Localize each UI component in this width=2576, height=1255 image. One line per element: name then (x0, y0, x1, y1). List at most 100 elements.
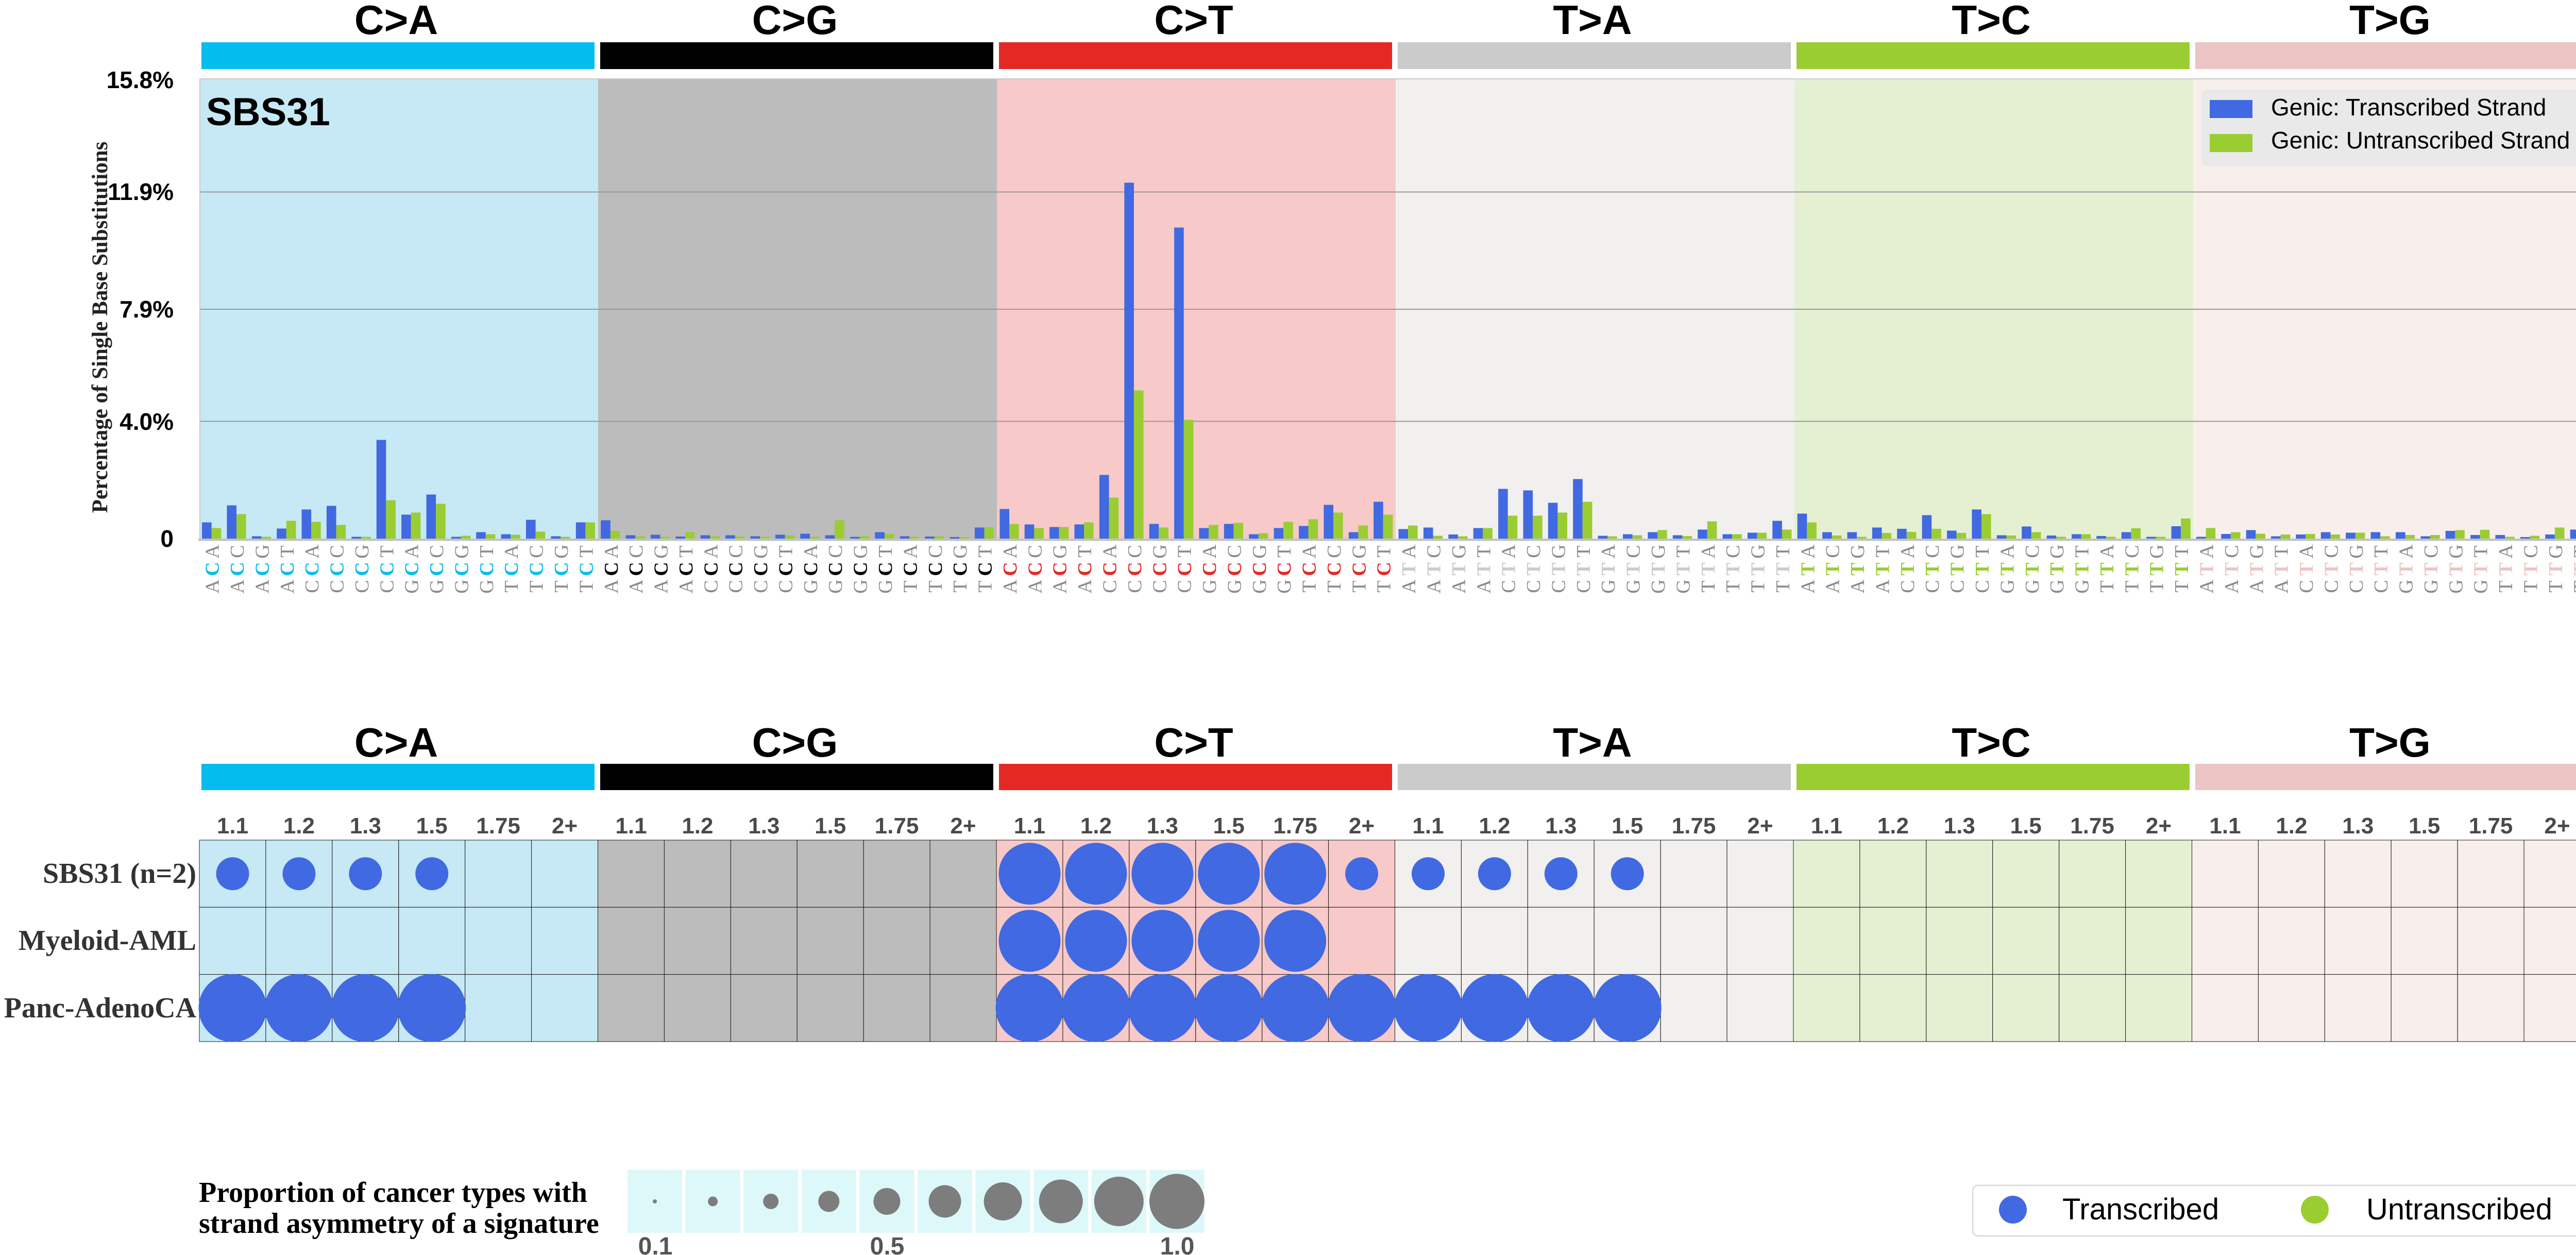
svg-text:T: T (1922, 562, 1943, 575)
svg-text:C: C (651, 562, 672, 576)
svg-text:1.75: 1.75 (1273, 813, 1317, 839)
svg-text:C: C (1099, 562, 1121, 576)
svg-text:A: A (202, 544, 224, 559)
svg-text:C: C (426, 545, 448, 558)
svg-text:T: T (1473, 562, 1495, 575)
svg-text:G: G (1648, 544, 1669, 558)
svg-text:G: G (2046, 579, 2068, 593)
svg-text:T>G: T>G (2349, 719, 2431, 765)
svg-text:A: A (1797, 544, 1819, 559)
svg-text:T: T (1672, 562, 1694, 575)
svg-text:C: C (327, 562, 348, 576)
svg-text:G: G (1274, 579, 1295, 593)
svg-text:C: C (775, 562, 797, 576)
svg-text:T: T (1648, 562, 1669, 575)
svg-text:1.5: 1.5 (2010, 813, 2042, 839)
svg-text:G: G (1847, 544, 1869, 558)
svg-text:C: C (1922, 545, 1943, 558)
svg-text:C: C (1099, 580, 1121, 593)
svg-text:C: C (1249, 562, 1270, 576)
svg-text:T: T (675, 545, 697, 557)
svg-text:C: C (1722, 545, 1744, 558)
svg-text:C: C (900, 562, 921, 576)
svg-text:C: C (1299, 562, 1320, 576)
svg-text:C>T: C>T (1154, 0, 1233, 43)
svg-text:T: T (1598, 562, 1619, 575)
svg-text:C: C (1124, 562, 1146, 576)
svg-text:T: T (900, 580, 921, 592)
svg-text:G: G (1648, 579, 1669, 593)
svg-text:G: G (2470, 579, 2492, 593)
svg-text:1.1: 1.1 (217, 813, 248, 839)
svg-text:G: G (1548, 544, 1569, 558)
svg-text:T: T (1623, 562, 1645, 575)
svg-text:C: C (725, 580, 747, 593)
svg-text:G: G (401, 579, 423, 593)
svg-text:C: C (2320, 545, 2342, 558)
svg-text:T: T (2271, 545, 2293, 557)
svg-text:1.2: 1.2 (283, 813, 315, 839)
svg-text:C: C (501, 562, 522, 576)
svg-text:T: T (2495, 562, 2517, 575)
svg-text:1.2: 1.2 (1080, 813, 1112, 839)
svg-text:C: C (351, 562, 373, 576)
svg-text:T>A: T>A (1553, 0, 1632, 43)
svg-text:T: T (2121, 580, 2143, 592)
svg-text:C: C (750, 562, 772, 576)
svg-text:T: T (975, 580, 996, 592)
svg-text:A: A (202, 579, 224, 594)
svg-text:G: G (426, 579, 448, 593)
svg-text:T>G: T>G (2349, 0, 2431, 43)
svg-text:C: C (1523, 545, 1545, 558)
svg-text:A: A (999, 579, 1021, 594)
svg-text:C: C (1324, 562, 1345, 576)
svg-text:A: A (2196, 579, 2218, 594)
svg-text:G: G (476, 579, 498, 593)
svg-text:A: A (1398, 579, 1420, 594)
svg-text:15.8%: 15.8% (107, 66, 174, 93)
svg-text:G: G (1996, 579, 2018, 593)
svg-text:A: A (651, 579, 672, 594)
svg-text:T: T (575, 545, 597, 557)
svg-text:G: G (1348, 544, 1370, 558)
svg-text:C: C (1348, 562, 1370, 576)
svg-text:T: T (1772, 562, 1794, 575)
svg-text:A: A (1598, 544, 1619, 559)
svg-text:C: C (277, 562, 298, 576)
svg-text:1.75: 1.75 (476, 813, 520, 839)
svg-text:G: G (651, 544, 672, 558)
svg-text:strand asymmetry of a signatur: strand asymmetry of a signature (199, 1208, 599, 1240)
svg-text:1.5: 1.5 (1213, 813, 1245, 839)
svg-text:C>T: C>T (1154, 719, 1233, 765)
svg-text:C: C (1149, 562, 1171, 576)
svg-text:T: T (1473, 545, 1495, 557)
svg-text:C: C (1174, 580, 1196, 593)
svg-text:C: C (202, 562, 224, 576)
svg-text:C: C (2221, 545, 2243, 558)
svg-text:T: T (975, 545, 996, 557)
svg-text:C: C (227, 545, 248, 558)
svg-text:T: T (1548, 562, 1569, 575)
svg-text:C: C (1822, 545, 1844, 558)
svg-text:Panc-AdenoCA: Panc-AdenoCA (4, 992, 197, 1024)
svg-text:T: T (2570, 580, 2576, 592)
svg-text:T: T (1722, 562, 1744, 575)
svg-text:1.75: 1.75 (1672, 813, 1716, 839)
svg-text:G: G (2420, 579, 2442, 593)
svg-text:T: T (376, 545, 398, 557)
svg-text:A: A (301, 544, 323, 559)
svg-text:1.2: 1.2 (1479, 813, 1510, 839)
svg-text:T: T (1523, 562, 1545, 575)
svg-text:G: G (1598, 579, 1619, 593)
svg-text:G: G (2346, 544, 2367, 558)
svg-text:C: C (925, 545, 946, 558)
svg-text:T: T (1274, 545, 1295, 557)
svg-text:Genic: Transcribed Strand: Genic: Transcribed Strand (2271, 94, 2546, 121)
svg-text:T: T (1174, 545, 1196, 557)
svg-text:T: T (1972, 562, 1993, 575)
svg-text:A: A (1473, 579, 1495, 594)
svg-text:C: C (1049, 562, 1071, 576)
svg-text:T: T (1074, 545, 1096, 557)
svg-text:C: C (1423, 545, 1445, 558)
svg-text:T: T (1872, 562, 1894, 575)
